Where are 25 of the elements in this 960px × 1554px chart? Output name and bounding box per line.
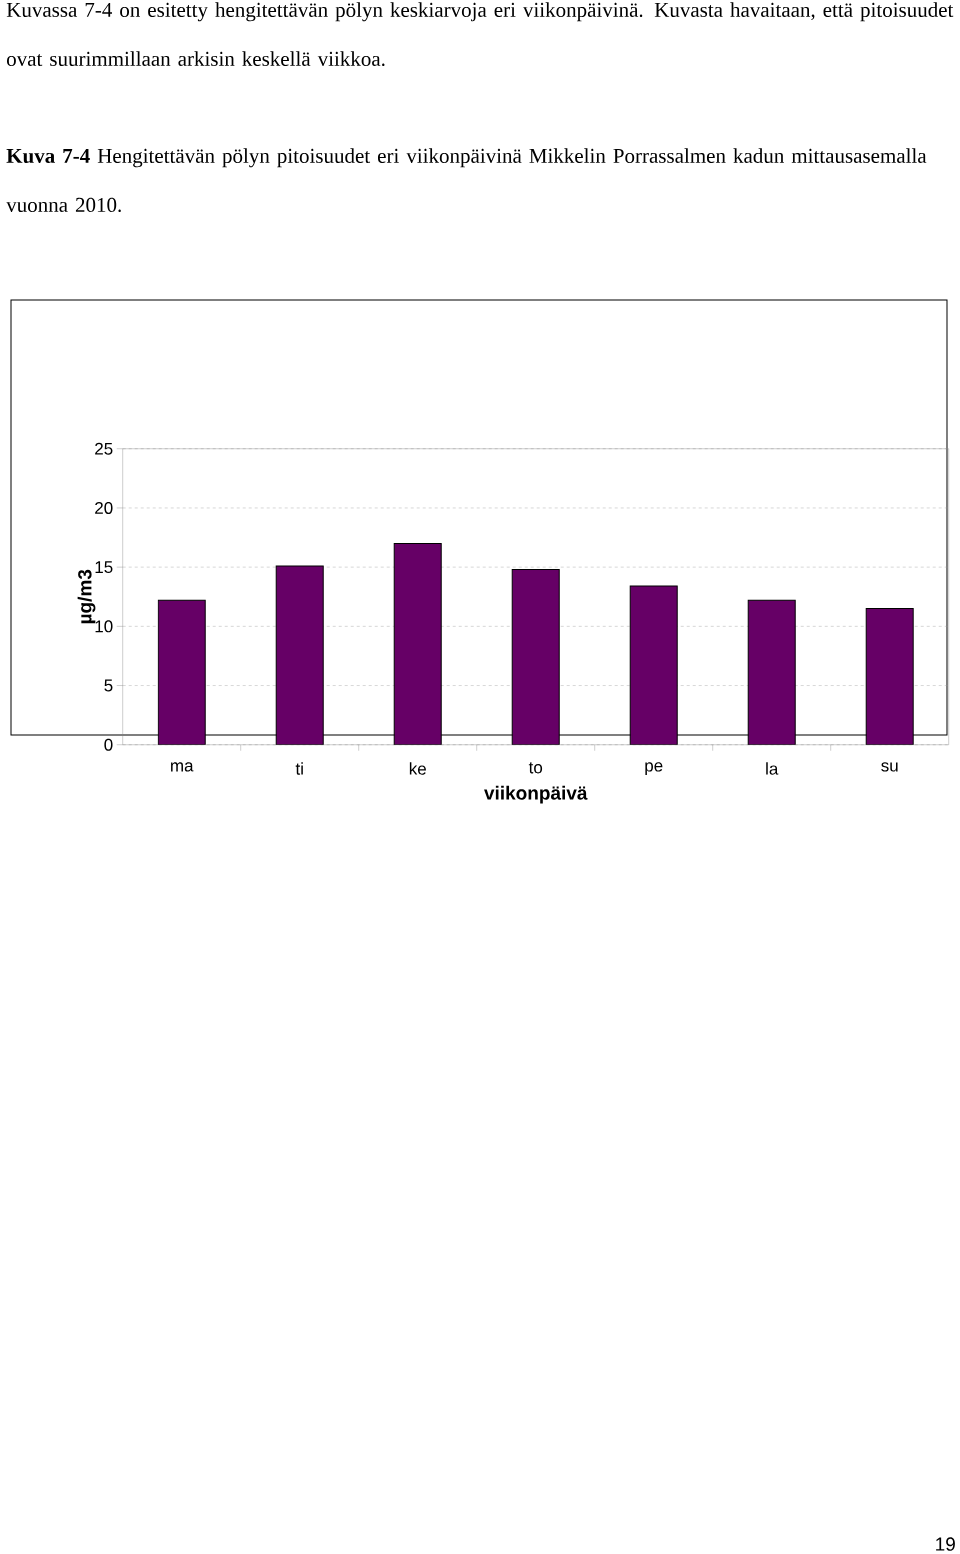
bar [747,599,796,745]
y-tick-label: 15 [95,561,113,574]
bar [393,542,442,745]
bar [157,599,206,745]
y-tick-label: 25 [95,442,113,455]
x-tick-label: su [881,762,898,772]
x-axis-title: viikonpäivä [484,785,588,804]
y-tick-label: 5 [104,679,113,692]
chart-title: Kuva 7-4 Hengitettävän pölyn pitoisuudet eri viikonpäivinä Mikkelin Porrassalmen kadun mittausasemalla vuonna 2010. [6,148,927,213]
bar [629,585,678,745]
text: 19 [936,1537,955,1551]
x-tick-label: ti [295,762,303,775]
y-tick-label: 0 [104,738,113,751]
x-tick-label: to [528,762,543,774]
bar [275,565,324,745]
x-tick-label: ma [171,762,194,772]
y-axis-title: µg/m3 [77,569,96,624]
text: Kuvassa 7-4 on esitetty hengitettävän pölyn keskiarvoja eri viikonpäivinä. Kuvasta havaitaan, että pitoisuudet ovat suurimmillaan arkisin keskellä viikkoa. [6,2,954,67]
y-tick-label: 10 [95,620,113,633]
y-tick-label: 20 [95,501,113,514]
x-tick-label: ke [409,762,426,775]
x-tick-label: pe [645,762,663,775]
bar [865,608,914,745]
bar [511,569,560,745]
x-tick-label: la [766,762,779,775]
